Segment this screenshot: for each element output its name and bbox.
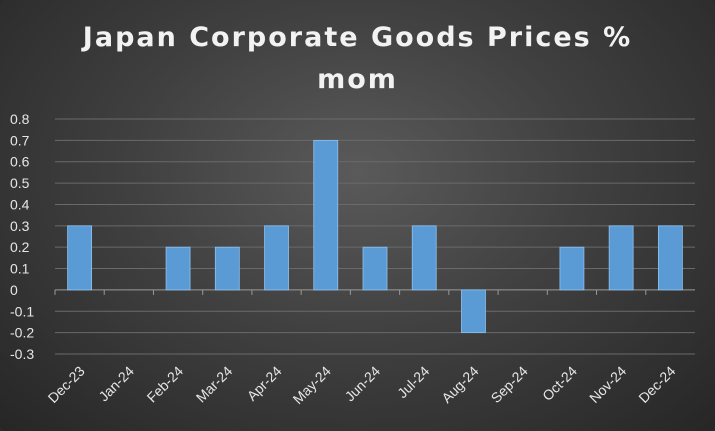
bar-nov-24: [608, 225, 634, 291]
y-tick-label: 0.6: [10, 154, 30, 170]
x-tick-label: Jan-24: [95, 363, 137, 405]
bar-oct-24: [559, 246, 585, 291]
y-tick-label: 0.4: [10, 196, 30, 212]
x-tick-label: Sep-24: [488, 363, 531, 406]
x-tick-label: Dec-23: [45, 363, 88, 406]
x-tick-label: Dec-24: [635, 363, 678, 406]
bar-dec-24: [657, 225, 683, 291]
bar-mar-24: [214, 246, 240, 291]
bar-aug-24: [461, 289, 486, 334]
x-tick-label: Nov-24: [586, 363, 629, 406]
y-tick-label: 0.8: [10, 111, 30, 127]
y-tick-label: 0.2: [10, 239, 30, 255]
y-tick-label: -0.2: [10, 325, 34, 341]
x-tick-label: Apr-24: [244, 363, 285, 404]
y-tick-label: -0.1: [10, 303, 34, 319]
y-tick-label: 0.1: [10, 261, 30, 277]
chart-title: Japan Corporate Goods Prices %: [82, 22, 633, 53]
bar-jul-24: [411, 225, 437, 291]
chart-title-line2: mom: [317, 64, 398, 95]
y-tick-label: 0.3: [10, 218, 30, 234]
y-tick-label: 0.5: [10, 175, 30, 191]
bar-dec-23: [67, 225, 93, 291]
y-tick-label: 0: [10, 282, 18, 298]
y-tick-label: -0.3: [10, 346, 34, 362]
bar-jun-24: [362, 246, 388, 291]
bar-feb-24: [165, 246, 191, 291]
x-tick-label: Feb-24: [144, 363, 187, 406]
x-tick-label: Aug-24: [438, 363, 481, 406]
x-tick-label: Jul-24: [394, 363, 432, 401]
x-tick-label: Mar-24: [193, 363, 236, 406]
y-tick-label: 0.7: [10, 132, 30, 148]
bar-apr-24: [264, 225, 289, 291]
x-tick-label: May-24: [290, 363, 334, 407]
bar-may-24: [313, 139, 339, 291]
x-tick-label: Oct-24: [539, 363, 580, 404]
x-tick-label: Jun-24: [342, 363, 384, 405]
